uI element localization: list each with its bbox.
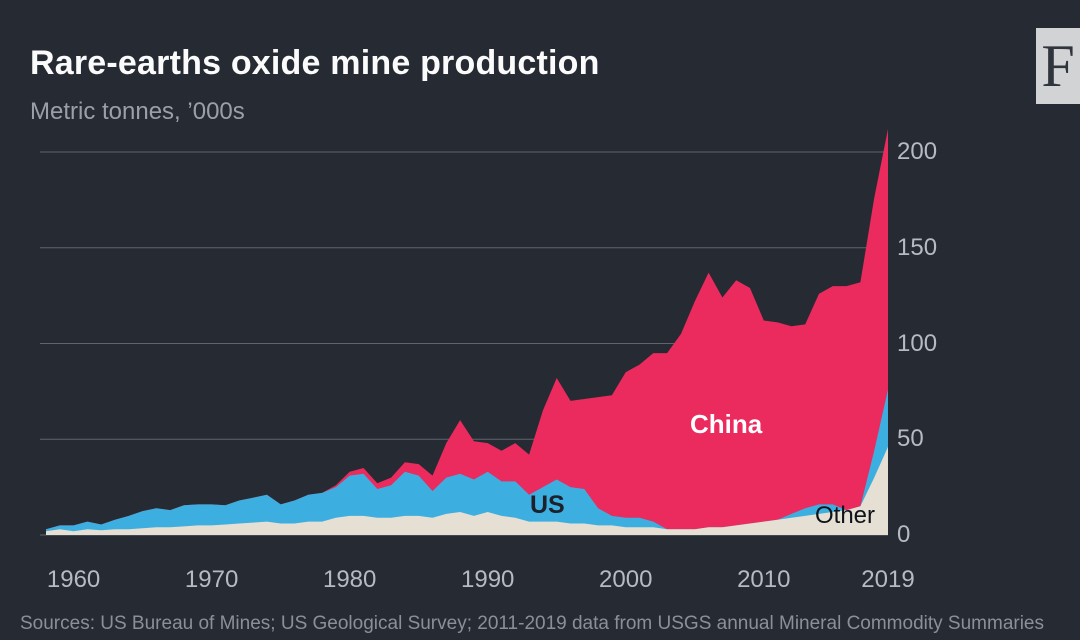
x-tick-label: 1970 bbox=[184, 566, 239, 593]
x-axis: 1960 1970 1980 1990 2000 2010 2019 bbox=[0, 566, 1080, 596]
area-china bbox=[46, 129, 888, 535]
x-tick-label: 2019 bbox=[861, 566, 915, 593]
area-other bbox=[46, 446, 888, 535]
ft-logo: F bbox=[1036, 28, 1080, 104]
x-tick-label: 2000 bbox=[599, 566, 653, 593]
x-tick-label: 1960 bbox=[46, 566, 101, 593]
chart-subtitle: Metric tonnes, ’000s bbox=[30, 98, 245, 125]
page-title: Rare-earths oxide mine production bbox=[30, 44, 600, 82]
x-tick-label: 1990 bbox=[461, 566, 515, 593]
ft-logo-letter: F bbox=[1041, 33, 1075, 99]
x-tick-label: 1980 bbox=[322, 566, 377, 593]
area-us bbox=[46, 389, 888, 535]
source-note: Sources: US Bureau of Mines; US Geologic… bbox=[20, 613, 1044, 634]
x-tick-label: 2010 bbox=[737, 566, 791, 593]
